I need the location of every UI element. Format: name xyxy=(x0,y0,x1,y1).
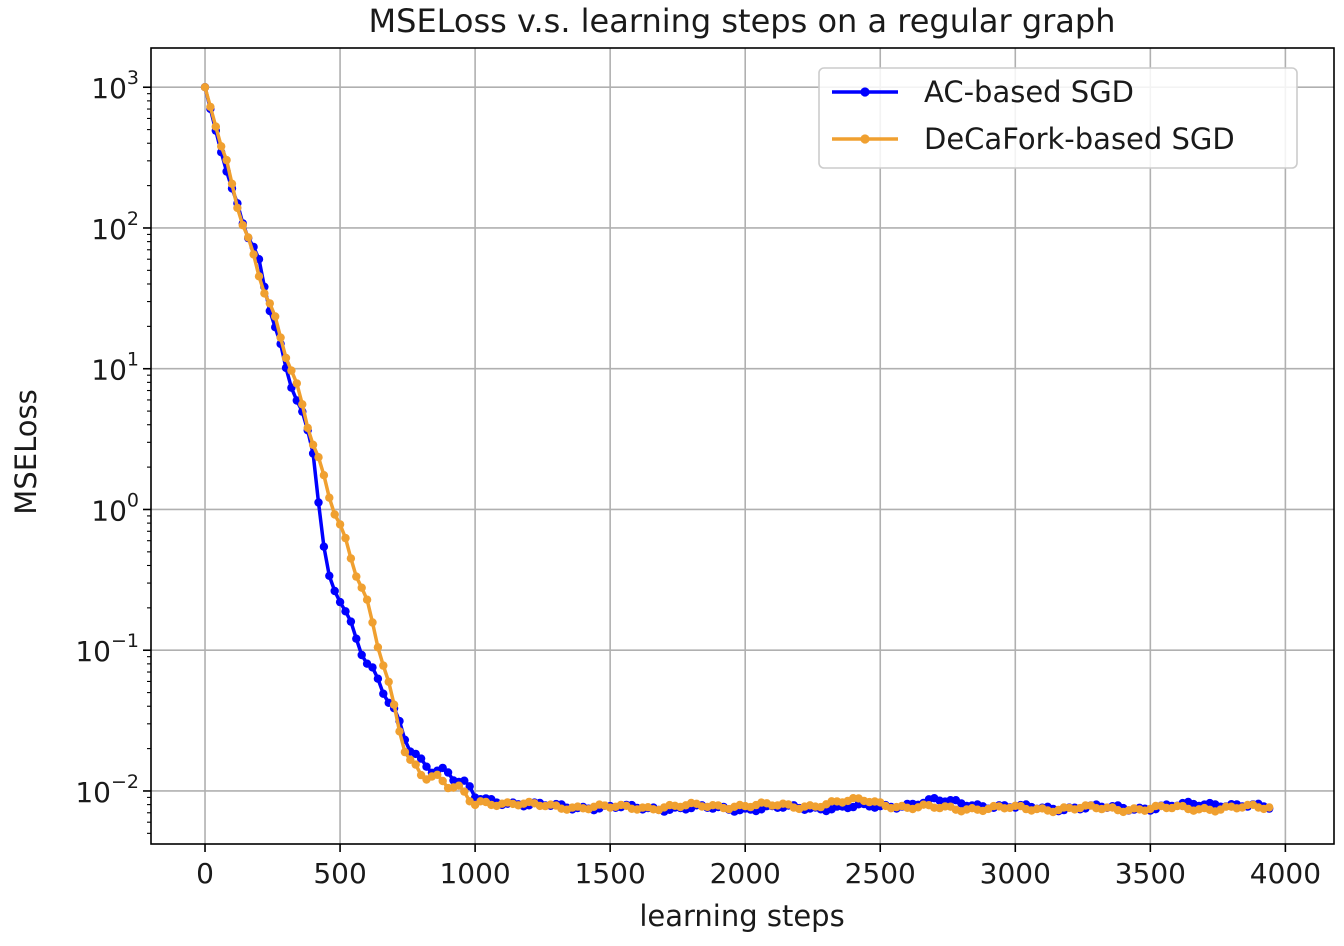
plot-frame xyxy=(150,47,1335,845)
series-point xyxy=(379,689,388,698)
series-point xyxy=(357,650,366,660)
series-point xyxy=(314,498,323,507)
series-point xyxy=(373,643,383,652)
x-tick-label: 500 xyxy=(313,857,366,890)
series-point xyxy=(411,749,420,759)
series-point xyxy=(276,333,285,342)
y-axis-label: MSELoss xyxy=(9,389,43,514)
y-tick-label: 103 xyxy=(91,67,139,105)
series-point xyxy=(325,571,334,580)
series-point xyxy=(362,595,372,604)
series-point xyxy=(287,366,296,375)
series-point xyxy=(222,155,231,165)
series-point xyxy=(460,776,469,785)
series-point xyxy=(292,379,301,388)
series-point xyxy=(373,674,383,683)
series-point xyxy=(400,747,410,757)
series-point xyxy=(319,471,329,480)
series-point xyxy=(298,400,307,409)
series-point xyxy=(227,179,237,188)
series-point xyxy=(211,122,220,131)
legend-box xyxy=(818,67,1298,169)
series-point xyxy=(330,586,339,596)
legend-swatch-marker xyxy=(860,87,870,97)
series-point xyxy=(341,533,350,543)
x-tick-label: 2500 xyxy=(845,857,916,890)
series-point xyxy=(433,770,442,779)
series-point xyxy=(238,221,247,230)
series-point xyxy=(422,762,431,771)
series-point xyxy=(352,634,361,643)
series-point xyxy=(335,597,345,607)
series-point xyxy=(265,299,274,308)
series-point xyxy=(352,572,361,581)
series-point xyxy=(319,542,329,551)
series-point xyxy=(368,663,377,672)
series-point xyxy=(460,787,469,796)
legend: AC-based SGD DeCaFork-based SGD xyxy=(818,67,1298,169)
series-point xyxy=(465,782,474,791)
x-axis-label: learning steps xyxy=(639,899,844,933)
y-tick-label: 10−2 xyxy=(75,771,139,809)
series-point xyxy=(271,312,280,321)
series-point xyxy=(244,233,253,242)
series-point xyxy=(260,289,269,298)
series-point xyxy=(1265,803,1274,812)
series-layer xyxy=(200,83,1274,817)
series-point xyxy=(254,272,264,281)
y-tick-label: 101 xyxy=(91,349,139,387)
x-tick-label: 1500 xyxy=(575,857,646,890)
series-point xyxy=(330,510,339,519)
legend-swatch-marker xyxy=(860,134,870,144)
series-point xyxy=(406,755,415,764)
axis-ticks: 0 500 1000 1500 2000 2500 3000 3500 4000 103 102 10… xyxy=(75,67,1321,890)
x-tick-label: 3500 xyxy=(1115,857,1186,890)
legend-label: AC-based SGD xyxy=(924,75,1134,109)
series-point xyxy=(249,250,258,259)
y-tick-label: 100 xyxy=(91,489,139,527)
series-point xyxy=(389,700,399,709)
series-point xyxy=(346,617,356,626)
series-point xyxy=(416,754,426,763)
series-point xyxy=(411,760,420,769)
series-point xyxy=(314,453,323,462)
series-point xyxy=(357,583,366,592)
y-tick-label: 102 xyxy=(91,208,139,246)
series-point xyxy=(395,727,404,736)
series-point xyxy=(341,607,350,616)
x-tick-label: 4000 xyxy=(1250,857,1321,890)
x-tick-label: 0 xyxy=(196,857,214,890)
series-point xyxy=(303,423,312,433)
series-point xyxy=(200,83,210,92)
chart-title: MSELoss v.s. learning steps on a regular… xyxy=(369,2,1116,40)
series-point xyxy=(346,554,356,563)
series-point xyxy=(379,661,388,670)
x-tick-label: 3000 xyxy=(980,857,1051,890)
x-tick-label: 2000 xyxy=(710,857,781,890)
legend-label: DeCaFork-based SGD xyxy=(924,122,1235,156)
series-point xyxy=(438,776,447,786)
series-point xyxy=(206,102,215,112)
series-2 xyxy=(200,83,1274,817)
series-point xyxy=(368,618,377,627)
series-point xyxy=(325,493,334,502)
series-point xyxy=(384,677,393,686)
series-point xyxy=(233,203,242,213)
series-point xyxy=(335,520,345,529)
x-tick-label: 1000 xyxy=(439,857,510,890)
series-point xyxy=(217,142,226,151)
series-point xyxy=(281,353,291,363)
series-point xyxy=(308,440,318,449)
y-tick-label: 10−1 xyxy=(75,630,139,668)
series-point xyxy=(454,781,464,790)
series-point xyxy=(443,768,453,777)
